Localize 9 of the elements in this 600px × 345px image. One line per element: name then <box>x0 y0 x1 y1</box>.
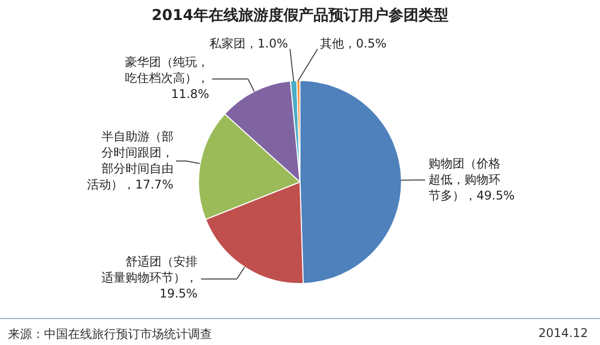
slice-label: 购物团（价格超低，购物环节多），49.5% <box>428 156 515 202</box>
slice-label: 私家团，1.0% <box>210 36 288 51</box>
source-note: 来源：中国在线旅行预订市场统计调查 <box>8 326 212 343</box>
slice-label: 半自助游（部分时间跟团，部分时间自由活动），17.7% <box>87 130 174 192</box>
slice-label: 舒适团（安排适量购物环节），19.5% <box>102 254 198 301</box>
slice-label: 其他，0.5% <box>320 36 386 51</box>
chart-title: 2014年在线旅游度假产品预订用户参团类型 <box>150 6 450 25</box>
text: 2014.12 <box>538 326 588 340</box>
slice-label: 豪华团（纯玩，吃住档次高），11.8% <box>125 54 210 101</box>
